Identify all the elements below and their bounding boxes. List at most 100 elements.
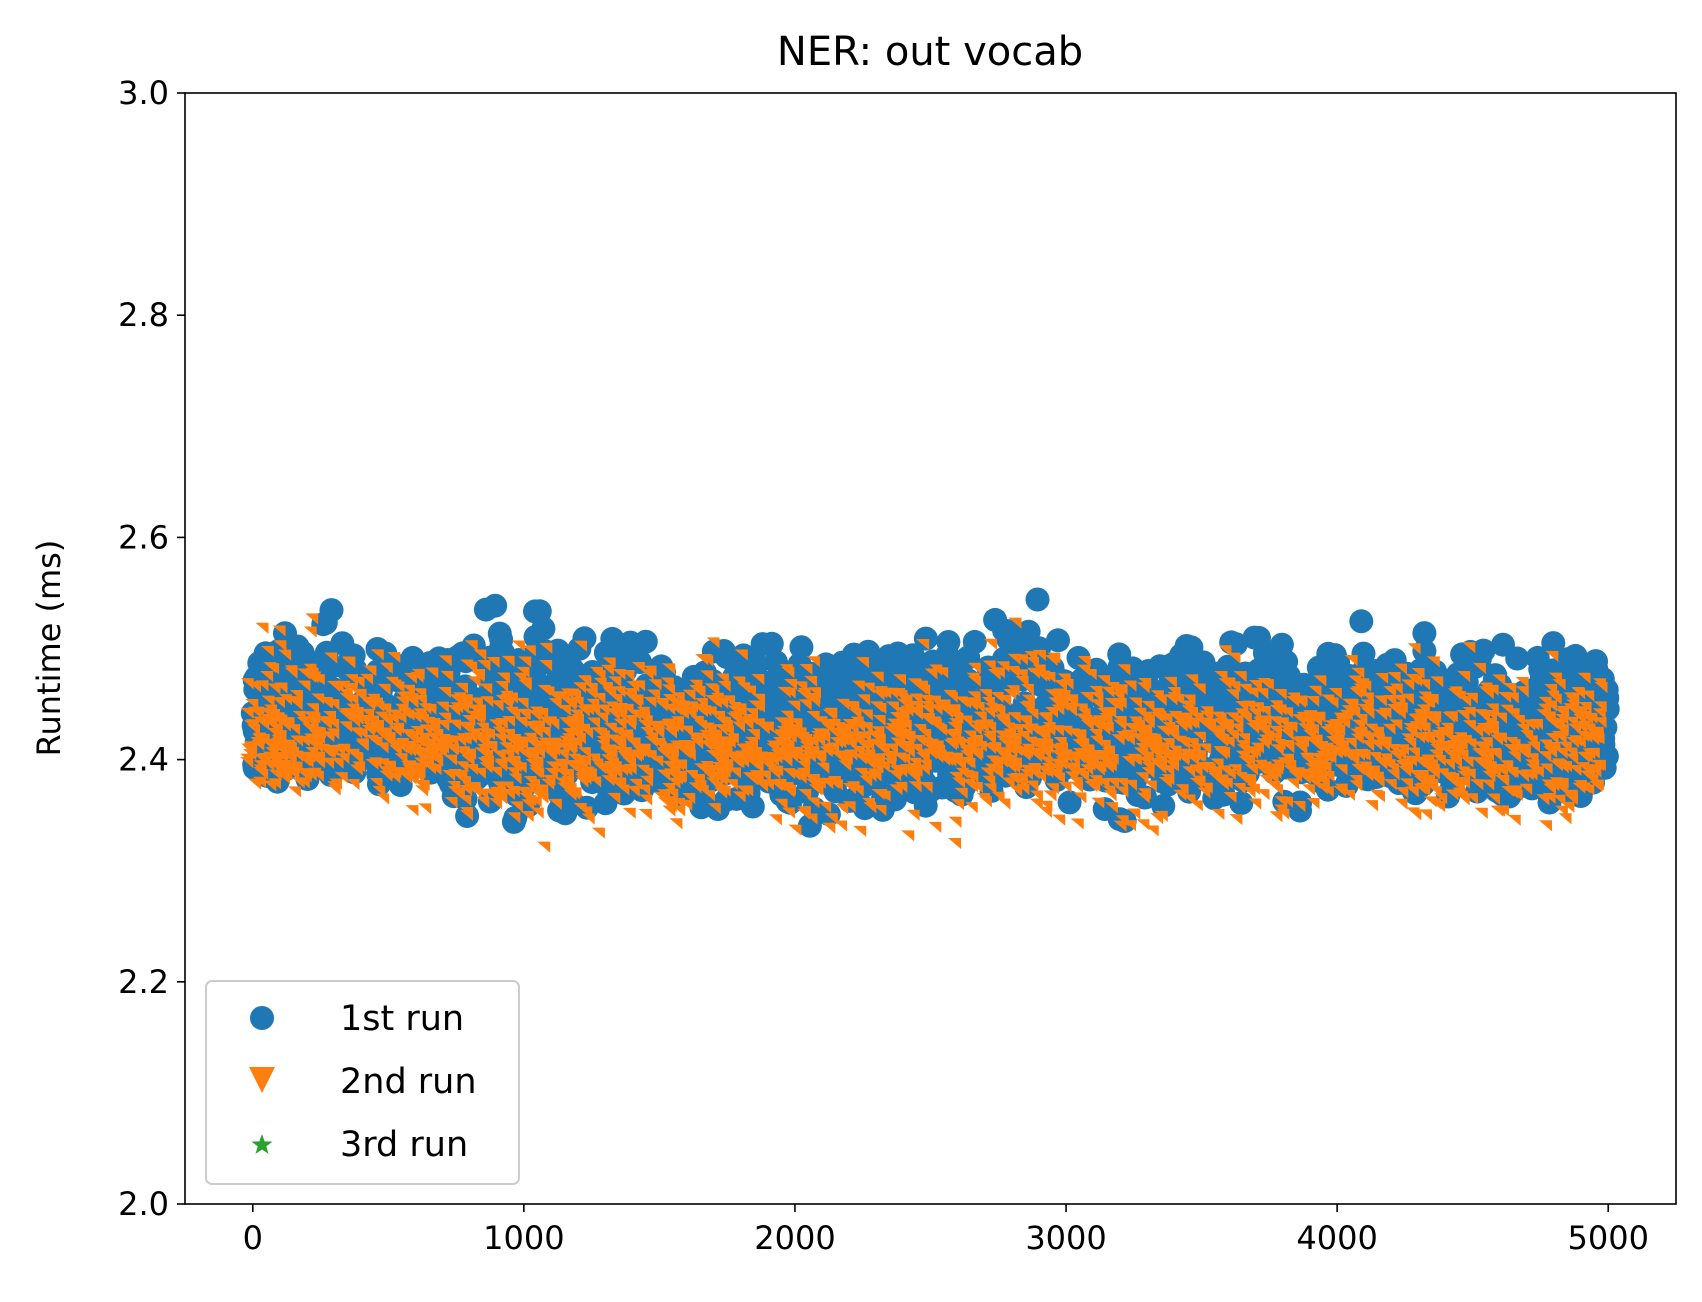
- band-point-2nd-run: [982, 775, 996, 787]
- x-axis: 0 1000 2000 3000 4000 5000: [243, 1204, 1649, 1257]
- band-point-2nd-run: [471, 671, 485, 683]
- band-point-2nd-run: [1241, 777, 1255, 789]
- band-point-2nd-run: [1187, 743, 1201, 755]
- band-point-2nd-run: [951, 799, 965, 811]
- band-point-2nd-run: [1192, 683, 1206, 695]
- band-point-1st-run: [937, 762, 962, 787]
- band-point-2nd-run: [1256, 789, 1270, 801]
- band-point-2nd-run: [595, 712, 609, 724]
- band-point-2nd-run: [1072, 752, 1086, 764]
- band-point-2nd-run: [756, 723, 770, 735]
- band-point-2nd-run: [592, 670, 606, 682]
- band-point-2nd-run: [1577, 751, 1591, 763]
- band-point-2nd-run: [705, 695, 719, 707]
- band-point-2nd-run: [1273, 704, 1287, 716]
- band-point-2nd-run: [272, 625, 286, 637]
- band-point-2nd-run: [818, 801, 832, 813]
- band-point-2nd-run: [906, 767, 920, 779]
- band-point-2nd-run: [1551, 730, 1565, 742]
- band-point-2nd-run: [1457, 671, 1471, 683]
- band-point-2nd-run: [622, 807, 636, 819]
- band-point-2nd-run: [694, 720, 708, 732]
- band-point-2nd-run: [1556, 705, 1570, 717]
- band-point-2nd-run: [508, 761, 522, 773]
- band-point-1st-run: [1375, 652, 1400, 677]
- band-point-2nd-run: [1097, 675, 1111, 687]
- band-point-1st-run: [388, 773, 413, 798]
- legend-label-3rd-run: 3rd run: [340, 1125, 468, 1165]
- band-point-2nd-run: [613, 718, 627, 730]
- band-point-2nd-run: [416, 779, 430, 791]
- band-point-2nd-run: [797, 753, 811, 766]
- band-point-2nd-run: [1032, 740, 1046, 752]
- band-point-2nd-run: [509, 801, 523, 813]
- band-point-2nd-run: [1270, 744, 1284, 756]
- band-point-2nd-run: [378, 727, 392, 739]
- band-point-2nd-run: [812, 777, 826, 789]
- band-point-2nd-run: [580, 704, 594, 716]
- legend-item-1st-run: 1st run: [250, 999, 464, 1039]
- band-point-2nd-run: [602, 657, 616, 669]
- band-point-2nd-run: [515, 697, 529, 709]
- band-point-2nd-run: [1542, 711, 1556, 723]
- band-point-2nd-run: [1135, 772, 1149, 784]
- band-point-2nd-run: [609, 693, 623, 705]
- band-point-2nd-run: [1456, 766, 1470, 778]
- band-point-2nd-run: [1136, 792, 1150, 804]
- band-point-2nd-run: [1515, 686, 1529, 698]
- band-point-2nd-run: [1349, 774, 1363, 787]
- band-point-1st-run: [388, 654, 413, 679]
- band-point-2nd-run: [674, 759, 688, 771]
- band-point-2nd-run: [369, 736, 383, 748]
- band-point-2nd-run: [1485, 722, 1499, 734]
- band-point-2nd-run: [1139, 725, 1153, 737]
- band-point-2nd-run: [679, 799, 693, 811]
- band-point-2nd-run: [647, 689, 661, 701]
- band-point-2nd-run: [893, 674, 907, 686]
- band-point-2nd-run: [729, 711, 743, 723]
- band-point-2nd-run: [1462, 720, 1476, 732]
- band-point-2nd-run: [255, 622, 269, 634]
- band-point-2nd-run: [574, 640, 588, 652]
- band-point-2nd-run: [1225, 712, 1239, 724]
- band-point-2nd-run: [1375, 672, 1389, 685]
- band-point-2nd-run: [247, 724, 261, 736]
- band-point-2nd-run: [734, 649, 748, 661]
- band-point-2nd-run: [444, 754, 458, 766]
- band-point-2nd-run: [463, 748, 477, 760]
- band-point-2nd-run: [570, 696, 584, 708]
- band-point-2nd-run: [826, 742, 840, 754]
- band-point-2nd-run: [1141, 767, 1155, 779]
- band-point-2nd-run: [311, 726, 325, 739]
- band-point-2nd-run: [263, 780, 277, 792]
- band-point-2nd-run: [1558, 741, 1572, 753]
- band-point-2nd-run: [1052, 814, 1066, 826]
- band-point-2nd-run: [1516, 723, 1530, 735]
- x-tick-label: 0: [243, 1219, 263, 1257]
- band-point-2nd-run: [1182, 766, 1196, 778]
- band-point-2nd-run: [1321, 770, 1335, 783]
- band-point-2nd-run: [1360, 692, 1374, 704]
- band-point-1st-run: [1276, 664, 1301, 688]
- band-point-2nd-run: [1159, 713, 1173, 725]
- band-point-2nd-run: [768, 814, 782, 826]
- band-point-2nd-run: [490, 700, 504, 712]
- band-point-2nd-run: [593, 677, 607, 689]
- band-point-2nd-run: [1111, 734, 1125, 746]
- band-point-2nd-run: [967, 675, 981, 687]
- band-point-2nd-run: [495, 694, 509, 706]
- band-point-2nd-run: [292, 710, 306, 722]
- legend-marker-3rd-run: [251, 1134, 273, 1154]
- band-point-2nd-run: [973, 741, 987, 753]
- band-point-2nd-run: [1233, 671, 1247, 683]
- band-point-2nd-run: [1043, 790, 1057, 802]
- band-point-2nd-run: [537, 726, 551, 739]
- band-point-2nd-run: [1136, 819, 1150, 831]
- band-point-2nd-run: [654, 700, 668, 712]
- band-point-2nd-run: [804, 813, 818, 825]
- band-point-2nd-run: [746, 729, 760, 741]
- band-point-2nd-run: [464, 640, 478, 652]
- band-point-2nd-run: [569, 730, 583, 742]
- band-point-2nd-run: [690, 736, 704, 748]
